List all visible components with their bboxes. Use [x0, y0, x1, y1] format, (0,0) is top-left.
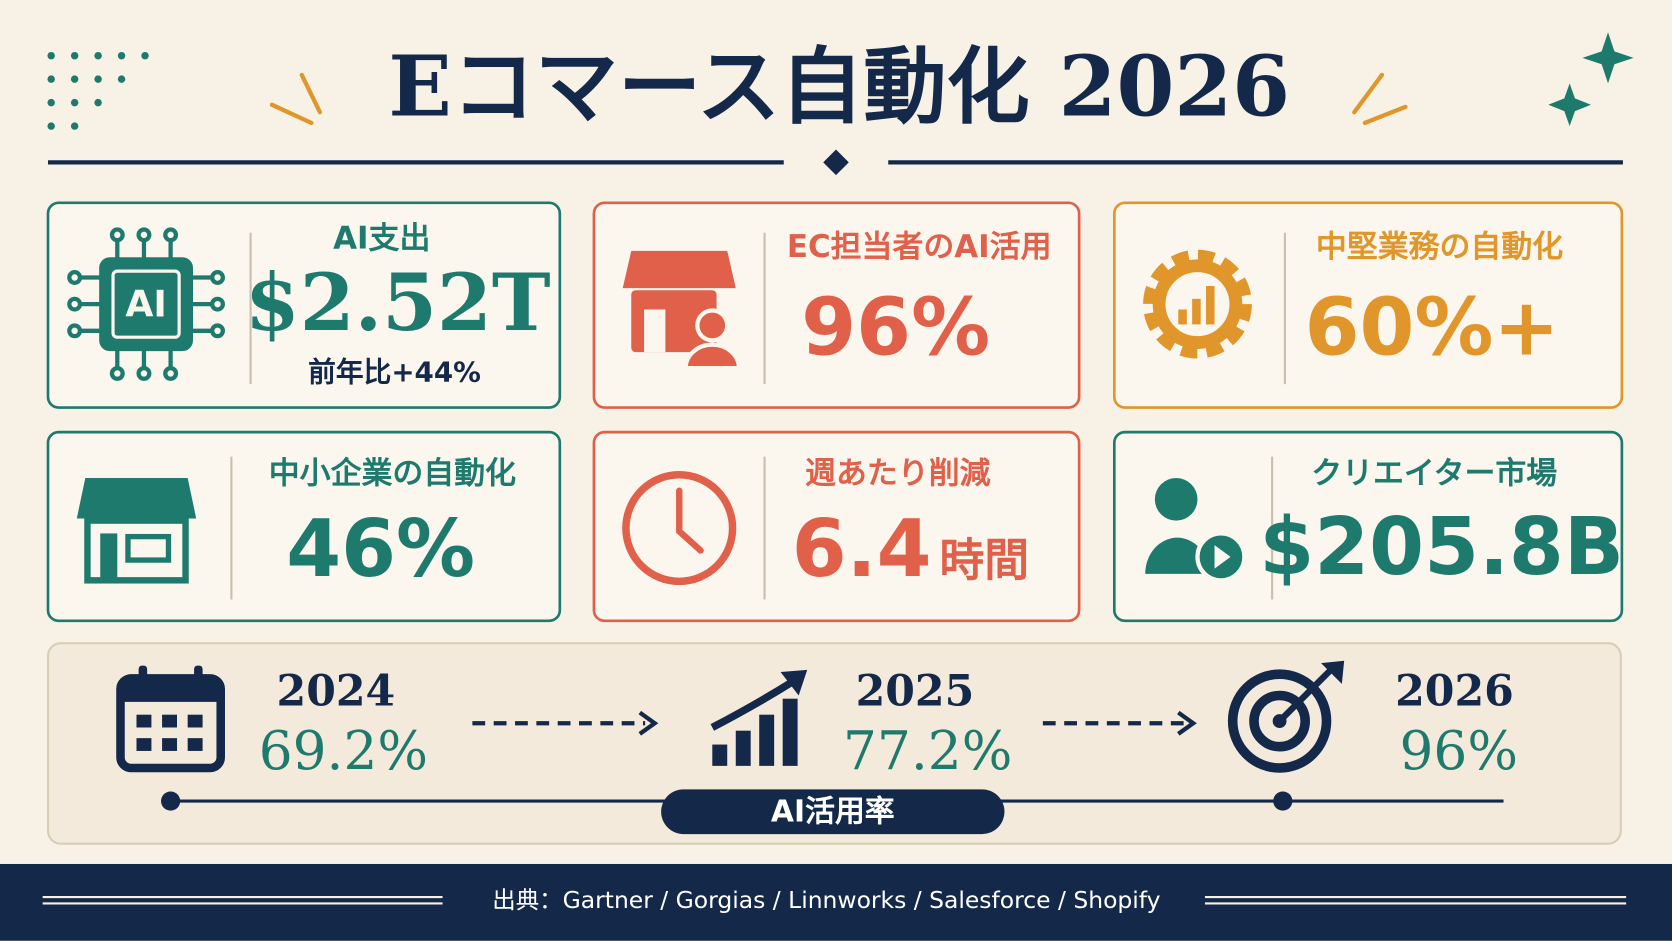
sparkles — [1548, 32, 1634, 127]
card-texts: AI支出 $2.52T 前年比+44% EC担当者のAI活用 96% 中堅業務の… — [245, 221, 1624, 596]
store-person-icon — [622, 250, 742, 371]
growth-icon — [710, 669, 808, 766]
card-unit: 時間 — [939, 533, 1029, 586]
year: 2025 — [856, 666, 975, 716]
calendar-icon — [116, 665, 225, 773]
clock-icon — [622, 471, 737, 586]
card-value: 46% — [286, 503, 475, 595]
card-label: AI支出 — [333, 221, 430, 257]
card-value: $2.52T — [245, 256, 551, 349]
card-value: 60%+ — [1305, 281, 1560, 373]
diamond — [823, 149, 849, 176]
source: 出典：Gartner / Gorgias / Linnworks / Sales… — [492, 886, 1160, 914]
footer-rules — [42, 895, 1627, 905]
rate-label: AI活用率 — [771, 794, 895, 829]
ai-chip-glyph: AI — [125, 282, 167, 325]
card-label: EC担当者のAI活用 — [787, 229, 1052, 265]
year: 2024 — [277, 666, 396, 716]
card-label: 中小企業の自動化 — [269, 455, 516, 491]
ai-chip-icon — [67, 227, 225, 381]
card-value: $205.8B — [1259, 501, 1624, 593]
creator-icon — [1145, 477, 1247, 583]
target-icon — [1227, 660, 1345, 773]
timeline-panel — [46, 642, 1622, 845]
arrows — [472, 710, 1197, 736]
card-label: 中堅業務の自動化 — [1316, 229, 1563, 265]
rays — [269, 72, 1408, 126]
rate-pill — [661, 789, 1005, 835]
card-sub: 前年比+44% — [308, 355, 481, 388]
store-icon — [76, 477, 197, 584]
rate: 96% — [1400, 720, 1518, 782]
timeline-texts: 2024 69.2% 2025 77.2% 2026 96% — [259, 666, 1518, 782]
gear-icon — [1143, 249, 1252, 359]
title: Eコマース自動化 2026 — [388, 38, 1290, 136]
card-label: 週あたり削減 — [805, 455, 991, 491]
rate: 69.2% — [259, 720, 428, 782]
card-label: クリエイター市場 — [1311, 455, 1557, 491]
rate: 77.2% — [843, 720, 1012, 782]
dividers — [230, 232, 1286, 600]
dot-grid — [47, 51, 149, 130]
card-value: 6.4 — [792, 503, 932, 595]
card-value: 96% — [801, 281, 990, 373]
year: 2026 — [1395, 666, 1514, 716]
